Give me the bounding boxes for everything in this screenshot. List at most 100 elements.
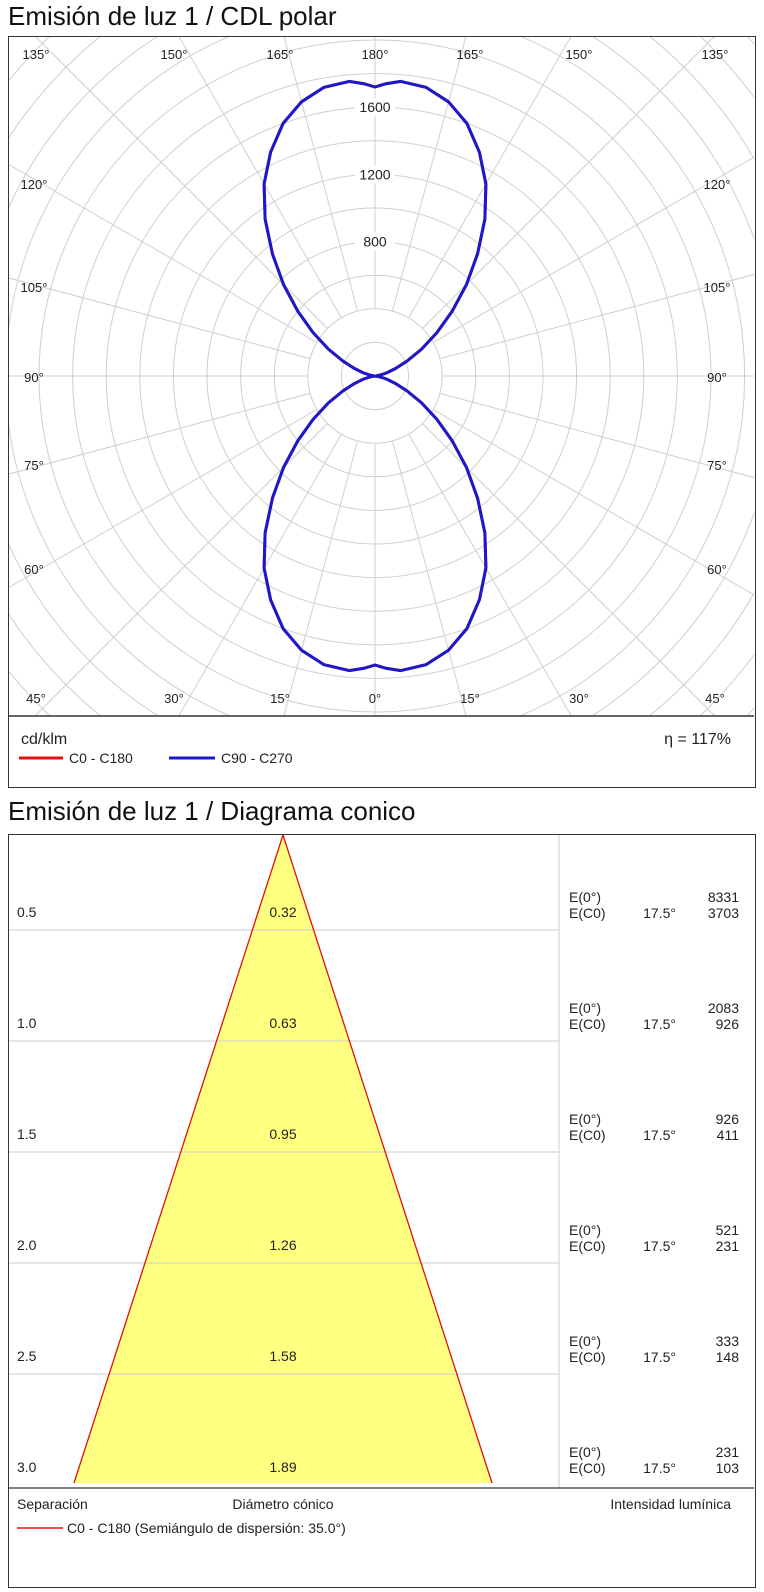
polar-curve-c90-c270 [262, 79, 488, 673]
cone-diameter: 0.63 [269, 1015, 296, 1031]
angle-label-top: 150° [161, 47, 188, 62]
intensity-label: Intensidad lumínica [610, 1496, 731, 1512]
polar-ring [9, 37, 754, 786]
cone-shape [74, 835, 560, 1488]
polar-spoke [178, 37, 342, 319]
ec0-value: 231 [716, 1238, 740, 1254]
ring-label-bg [355, 165, 395, 184]
angle-label-bottom: 45° [705, 691, 725, 706]
ec0-angle: 17.5° [643, 1349, 676, 1365]
e0-value: 231 [716, 1444, 740, 1460]
cone-diameter-label: Diámetro cónico [232, 1496, 333, 1512]
polar-curves [262, 79, 488, 673]
angle-label-right: 120° [704, 177, 731, 192]
polar-spoke [9, 409, 318, 588]
angle-label-bottom: 0° [369, 691, 381, 706]
cone-distance: 1.0 [17, 1015, 37, 1031]
e0-label: E(0°) [569, 1444, 601, 1460]
polar-ring [9, 37, 754, 786]
ec0-angle: 17.5° [643, 1016, 676, 1032]
angle-label-bottom: 30° [569, 691, 589, 706]
legend-label-c90-c270: C90 - C270 [221, 750, 293, 766]
polar-ring [340, 341, 410, 411]
polar-spoke [391, 37, 467, 312]
cone-distance: 0.5 [17, 904, 37, 920]
cone-diameter: 1.89 [269, 1459, 296, 1475]
angle-label-left: 90° [24, 370, 44, 385]
polar-spoke [283, 37, 359, 312]
polar-ring [9, 37, 754, 786]
ec0-value: 3703 [708, 905, 739, 921]
e0-label: E(0°) [569, 1000, 601, 1016]
polar-spoke [439, 273, 754, 360]
angle-label-top: 165° [267, 47, 294, 62]
polar-ring [9, 37, 754, 786]
cone-diameter: 1.58 [269, 1348, 296, 1364]
e0-value: 8331 [708, 889, 739, 905]
cone-distance: 1.5 [17, 1126, 37, 1142]
cone-legend-label: C0 - C180 (Semiángulo de dispersión: 35.… [67, 1520, 346, 1536]
polar-chart-title: Emisión de luz 1 / CDL polar [8, 1, 337, 31]
polar-spoke [432, 409, 754, 596]
cone-edge-right [282, 835, 493, 1484]
ec0-angle: 17.5° [643, 1238, 676, 1254]
polar-ring-labels: 800 1200 1600 [355, 98, 395, 251]
polar-spoke [422, 37, 715, 329]
legend-label-c0-c180: C0 - C180 [69, 750, 133, 766]
e0-value: 521 [716, 1222, 740, 1238]
ec0-angle: 17.5° [643, 1127, 676, 1143]
e0-label: E(0°) [569, 1111, 601, 1127]
angle-label-left: 120° [21, 177, 48, 192]
angle-label-right: 105° [704, 280, 731, 295]
angle-label-top: 180° [362, 47, 389, 62]
cone-distance: 3.0 [17, 1459, 37, 1475]
polar-ring [9, 37, 754, 786]
polar-ring [746, 37, 754, 716]
polar-ring [9, 37, 754, 786]
separation-label: Separación [17, 1496, 88, 1512]
polar-ring [9, 37, 754, 786]
polar-spoke [178, 433, 342, 716]
polar-spoke [34, 423, 328, 716]
e0-label: E(0°) [569, 889, 601, 905]
e0-label: E(0°) [569, 1333, 601, 1349]
polar-spoke [35, 37, 328, 329]
polar-spoke [408, 433, 572, 716]
cone-chart-panel: 0.5 0.32 E(0°) 8331 E(C0) 17.5° 3703 1.0 0.63 E(0… [8, 834, 756, 1588]
ring-label-bg [355, 98, 395, 117]
polar-unit-label: cd/klm [21, 731, 67, 748]
ec0-angle: 17.5° [643, 905, 676, 921]
e0-value: 2083 [708, 1000, 739, 1016]
polar-ring [9, 37, 754, 786]
ec0-label: E(C0) [569, 1016, 606, 1032]
polar-angle-labels: 135° 150° 165° 180° 165° 150° 135° 45° 30° 15° 0° 1… [21, 47, 731, 706]
ring-label: 800 [363, 234, 387, 250]
ec0-value: 411 [717, 1127, 740, 1143]
polar-spoke [9, 164, 318, 343]
e0-label: E(0°) [569, 1222, 601, 1238]
ec0-label: E(C0) [569, 905, 606, 921]
ring-label: 1600 [359, 99, 390, 115]
polar-ring [9, 37, 745, 716]
angle-label-top: 135° [702, 47, 729, 62]
polar-ring [9, 37, 754, 786]
ec0-label: E(C0) [569, 1349, 606, 1365]
cone-diameter: 0.95 [269, 1126, 296, 1142]
ring-label: 1200 [359, 166, 390, 182]
e0-value: 333 [716, 1333, 740, 1349]
polar-spoke [432, 156, 754, 343]
ec0-angle: 17.5° [643, 1460, 676, 1476]
angle-label-left: 75° [24, 458, 44, 473]
angle-label-bottom: 30° [164, 691, 184, 706]
polar-ring [9, 37, 754, 786]
cone-distance: 2.0 [17, 1237, 37, 1253]
angle-label-right: 90° [707, 370, 727, 385]
ec0-value: 926 [716, 1016, 740, 1032]
polar-ring [9, 37, 754, 786]
ec0-value: 148 [716, 1349, 740, 1365]
polar-efficiency: η = 117% [664, 731, 731, 748]
e0-value: 926 [716, 1111, 740, 1127]
cone-chart: 0.5 0.32 E(0°) 8331 E(C0) 17.5° 3703 1.0 0.63 E(0… [9, 835, 754, 1536]
polar-spoke [9, 277, 311, 360]
